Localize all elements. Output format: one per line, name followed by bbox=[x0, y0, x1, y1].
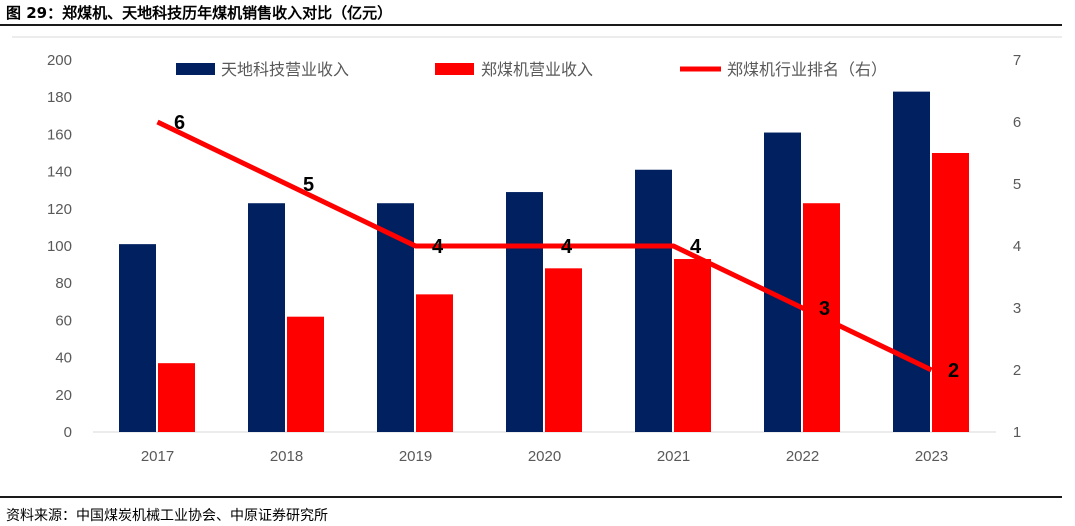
rank-data-label: 2 bbox=[948, 360, 959, 382]
bar-zhengmeiji-2017 bbox=[158, 363, 195, 432]
legend-swatch bbox=[435, 63, 474, 75]
bar-zhengmeiji-2023 bbox=[932, 153, 969, 432]
bar-zhengmeiji-2018 bbox=[287, 316, 324, 432]
legend: 天地科技营业收入 郑煤机营业收入 郑煤机行业排名（右） bbox=[176, 60, 887, 79]
x-tick-label: 2017 bbox=[141, 448, 174, 465]
bar-tiandi-2018 bbox=[248, 203, 285, 432]
left-tick-label: 200 bbox=[47, 52, 72, 69]
right-tick-label: 4 bbox=[1013, 238, 1021, 255]
top-rule bbox=[0, 24, 1062, 26]
left-tick-label: 40 bbox=[55, 350, 72, 367]
right-axis-ticks: 1 2 3 4 5 6 7 bbox=[1013, 52, 1021, 441]
left-tick-label: 140 bbox=[47, 164, 72, 181]
right-tick-label: 6 bbox=[1013, 114, 1021, 131]
rank-data-label: 6 bbox=[174, 112, 185, 134]
left-tick-label: 20 bbox=[55, 387, 72, 404]
x-tick-label: 2023 bbox=[915, 448, 948, 465]
left-tick-label: 160 bbox=[47, 126, 72, 143]
rank-data-label: 4 bbox=[690, 236, 702, 258]
rank-line-series bbox=[156, 119, 933, 373]
right-tick-label: 3 bbox=[1013, 300, 1021, 317]
rank-data-labels: 6 5 4 4 4 3 2 bbox=[174, 112, 959, 382]
right-tick-label: 2 bbox=[1013, 362, 1021, 379]
x-tick-label: 2022 bbox=[786, 448, 819, 465]
bottom-rule bbox=[0, 496, 1062, 498]
left-tick-label: 180 bbox=[47, 89, 72, 106]
rank-data-label: 4 bbox=[561, 236, 573, 258]
x-tick-label: 2018 bbox=[270, 448, 303, 465]
legend-label: 天地科技营业收入 bbox=[221, 60, 349, 79]
source-note: 资料来源：中国煤炭机械工业协会、中原证券研究所 bbox=[6, 508, 328, 524]
bar-tiandi-2020 bbox=[506, 192, 543, 432]
bar-zhengmeiji-2021 bbox=[674, 259, 711, 432]
right-tick-label: 1 bbox=[1013, 424, 1021, 441]
x-tick-label: 2020 bbox=[528, 448, 561, 465]
bars bbox=[119, 91, 969, 433]
left-tick-label: 120 bbox=[47, 201, 72, 218]
bar-tiandi-2022 bbox=[764, 132, 801, 433]
bar-tiandi-2023 bbox=[893, 91, 930, 433]
x-tick-label: 2021 bbox=[657, 448, 690, 465]
right-tick-label: 7 bbox=[1013, 52, 1021, 69]
x-axis-labels: 2017 2018 2019 2020 2021 2022 2023 bbox=[141, 448, 948, 465]
bar-zhengmeiji-2020 bbox=[545, 268, 582, 432]
rank-data-label: 5 bbox=[303, 174, 314, 196]
legend-label: 郑煤机行业排名（右） bbox=[727, 60, 887, 79]
left-tick-label: 60 bbox=[55, 312, 72, 329]
left-axis-ticks: 0 20 40 60 80 100 120 140 160 180 200 bbox=[47, 52, 72, 441]
left-tick-label: 80 bbox=[55, 275, 72, 292]
bar-tiandi-2021 bbox=[635, 169, 672, 433]
left-tick-label: 0 bbox=[64, 424, 72, 441]
left-tick-label: 100 bbox=[47, 238, 72, 255]
legend-label: 郑煤机营业收入 bbox=[481, 60, 593, 79]
figure-title: 图 29：郑煤机、天地科技历年煤机销售收入对比（亿元） bbox=[6, 4, 393, 22]
rank-data-label: 3 bbox=[819, 298, 830, 320]
rank-data-label: 4 bbox=[432, 236, 444, 258]
x-tick-label: 2019 bbox=[399, 448, 432, 465]
right-tick-label: 5 bbox=[1013, 176, 1021, 193]
bar-tiandi-2017 bbox=[119, 244, 156, 432]
legend-swatch bbox=[176, 63, 215, 75]
bar-zhengmeiji-2019 bbox=[416, 294, 453, 432]
